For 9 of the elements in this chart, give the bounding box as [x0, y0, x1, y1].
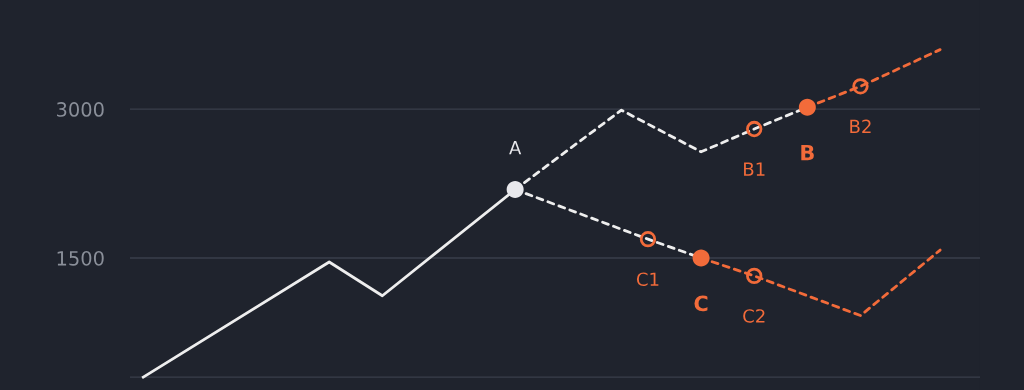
- data-label: A: [509, 141, 522, 155]
- y-tick-label: 1500: [57, 250, 104, 266]
- data-label: C: [694, 295, 708, 312]
- data-label: C2: [743, 309, 765, 323]
- y-tick-label: 3000: [57, 102, 104, 117]
- data-label: B2: [850, 119, 871, 133]
- data-label: C1: [636, 272, 659, 287]
- data-label: B1: [744, 162, 765, 176]
- data-label: B: [801, 144, 814, 161]
